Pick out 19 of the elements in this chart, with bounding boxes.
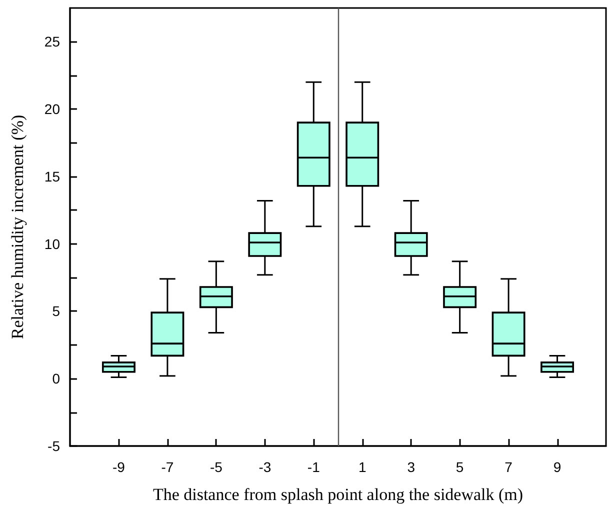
- x-tick-label: -5: [210, 459, 223, 475]
- x-tick-label: -9: [112, 459, 126, 475]
- x-tick-label: 5: [456, 459, 464, 475]
- x-tick-label: -7: [161, 459, 174, 475]
- y-tick-label: 25: [44, 34, 60, 50]
- y-tick-label: 5: [52, 303, 60, 320]
- y-axis-title: Relative humidity increment (%): [8, 114, 27, 340]
- y-tick-label: 0: [52, 370, 60, 387]
- x-tick-label: 9: [553, 459, 562, 475]
- y-tick-label: 20: [44, 101, 60, 118]
- x-tick-label: 1: [358, 459, 366, 475]
- x-tick-label: 3: [407, 459, 416, 475]
- y-tick-label: -5: [48, 438, 60, 454]
- x-tick-label: 7: [504, 459, 513, 475]
- x-tick-label: -3: [258, 459, 272, 475]
- y-tick-label: 10: [44, 236, 60, 252]
- x-axis-title: The distance from splash point along the sidewalk (m): [152, 485, 524, 504]
- x-tick-label: -1: [307, 459, 320, 475]
- y-tick-label: 15: [44, 168, 60, 184]
